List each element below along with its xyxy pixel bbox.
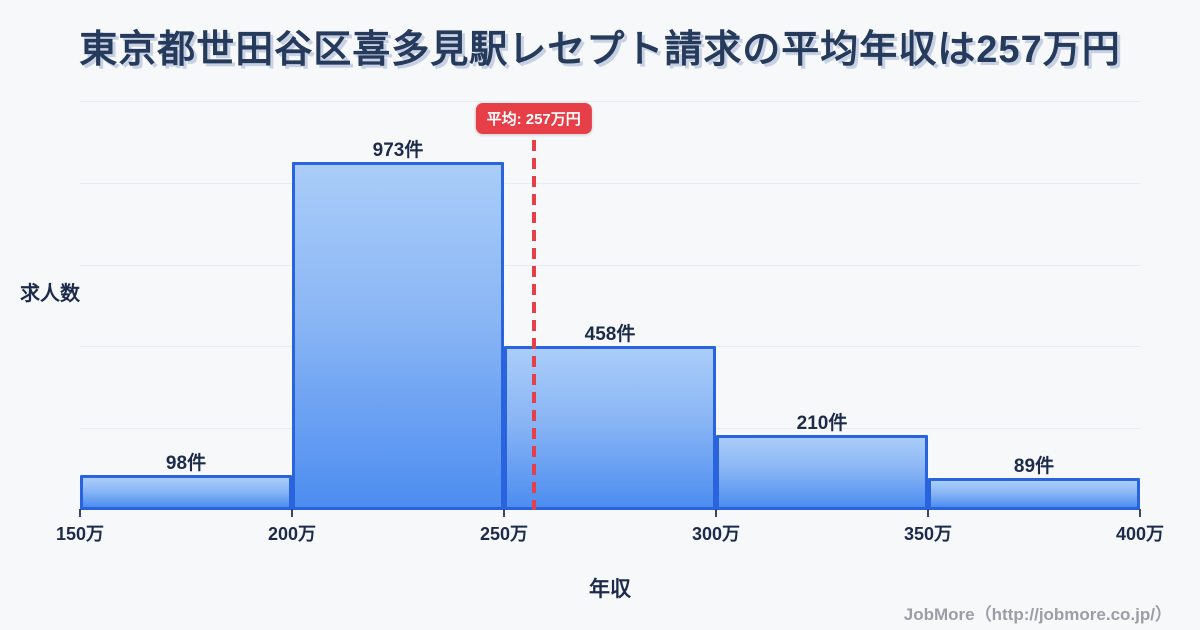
bar-value-label: 973件 [372, 140, 424, 162]
x-axis-tick-label: 400万 [1115, 524, 1165, 544]
chart-title: 東京都世田谷区喜多見駅レセプト請求の平均年収は257万円 [79, 29, 1121, 71]
x-axis-tick-label: 350万 [903, 524, 953, 544]
bar-value-label: 89件 [1013, 456, 1055, 478]
footer-credit: JobMore（http://jobmore.co.jp/） [903, 605, 1172, 624]
x-axis-tick-label: 300万 [691, 524, 741, 544]
x-axis-tick-label: 200万 [267, 524, 317, 544]
mean-badge: 平均: 257万円 [475, 103, 592, 134]
x-axis-tick [715, 509, 717, 517]
histogram-bar [80, 474, 292, 510]
x-axis-tick [503, 509, 505, 517]
histogram-bar [716, 434, 928, 510]
x-axis-tick [79, 509, 81, 517]
gridline [80, 101, 1140, 102]
x-axis-tick [927, 509, 929, 517]
gridline [80, 182, 1140, 184]
mean-line [531, 122, 536, 510]
y-axis-label: 求人数 [20, 283, 80, 305]
x-axis-label: 年収 [589, 578, 631, 601]
histogram-bar [292, 162, 504, 510]
x-axis-tick [291, 509, 293, 517]
x-axis-tick-label: 150万 [55, 524, 105, 544]
histogram-bar [928, 478, 1140, 510]
histogram-bar [504, 346, 716, 510]
gridline [80, 264, 1140, 266]
bar-value-label: 458件 [584, 324, 636, 346]
x-axis-tick-label: 250万 [479, 524, 529, 544]
x-axis-tick [1139, 509, 1141, 517]
bar-value-label: 210件 [796, 412, 848, 434]
bar-value-label: 98件 [165, 452, 207, 474]
